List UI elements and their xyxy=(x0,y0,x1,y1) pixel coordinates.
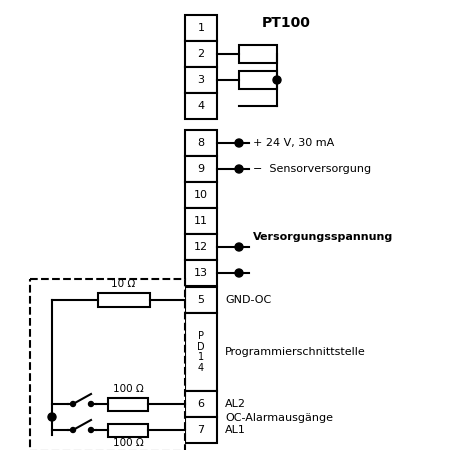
Bar xyxy=(185,93,217,119)
Bar xyxy=(185,234,217,260)
Bar xyxy=(108,423,148,436)
Bar xyxy=(185,208,217,234)
Text: 10 Ω: 10 Ω xyxy=(112,279,135,289)
Text: 5: 5 xyxy=(198,295,204,305)
Text: Programmierschnittstelle: Programmierschnittstelle xyxy=(225,347,366,357)
Text: 3: 3 xyxy=(198,75,204,85)
Bar xyxy=(98,293,149,307)
Bar xyxy=(185,417,217,443)
Text: 9: 9 xyxy=(198,164,205,174)
Text: 13: 13 xyxy=(194,268,208,278)
Text: P
D
1
4: P D 1 4 xyxy=(197,331,205,373)
Circle shape xyxy=(235,269,243,277)
Text: Versorgungsspannung: Versorgungsspannung xyxy=(253,232,393,242)
Bar xyxy=(185,391,217,417)
Bar xyxy=(185,67,217,93)
Text: AL1: AL1 xyxy=(225,425,246,435)
Bar xyxy=(185,41,217,67)
Circle shape xyxy=(235,243,243,251)
Bar xyxy=(108,397,148,410)
Bar xyxy=(185,156,217,182)
Bar xyxy=(185,15,217,41)
Text: 100 Ω: 100 Ω xyxy=(112,438,144,449)
Circle shape xyxy=(235,139,243,147)
Text: 2: 2 xyxy=(198,49,205,59)
Circle shape xyxy=(89,428,94,432)
Bar xyxy=(239,45,277,63)
Circle shape xyxy=(273,76,281,84)
Bar xyxy=(185,260,217,286)
Text: GND-OC: GND-OC xyxy=(225,295,271,305)
Text: 100 Ω: 100 Ω xyxy=(112,384,144,395)
Bar xyxy=(185,182,217,208)
Bar xyxy=(30,279,185,450)
Text: 11: 11 xyxy=(194,216,208,226)
Circle shape xyxy=(235,165,243,173)
Bar xyxy=(185,313,217,391)
Circle shape xyxy=(71,428,76,432)
Text: 4: 4 xyxy=(198,101,205,111)
Bar xyxy=(185,130,217,156)
Text: + 24 V, 30 mA: + 24 V, 30 mA xyxy=(253,138,334,148)
Text: 1: 1 xyxy=(198,23,204,33)
Text: 10: 10 xyxy=(194,190,208,200)
Text: 6: 6 xyxy=(198,399,204,409)
Text: OC-Alarmausgänge: OC-Alarmausgänge xyxy=(225,413,333,423)
Text: −  Sensorversorgung: − Sensorversorgung xyxy=(253,164,371,174)
Circle shape xyxy=(71,401,76,406)
Text: 7: 7 xyxy=(198,425,205,435)
Bar xyxy=(239,71,277,89)
Circle shape xyxy=(48,413,56,421)
Circle shape xyxy=(89,401,94,406)
Text: 12: 12 xyxy=(194,242,208,252)
Text: 8: 8 xyxy=(198,138,205,148)
Text: PT100: PT100 xyxy=(262,16,311,30)
Bar xyxy=(185,287,217,313)
Text: AL2: AL2 xyxy=(225,399,246,409)
